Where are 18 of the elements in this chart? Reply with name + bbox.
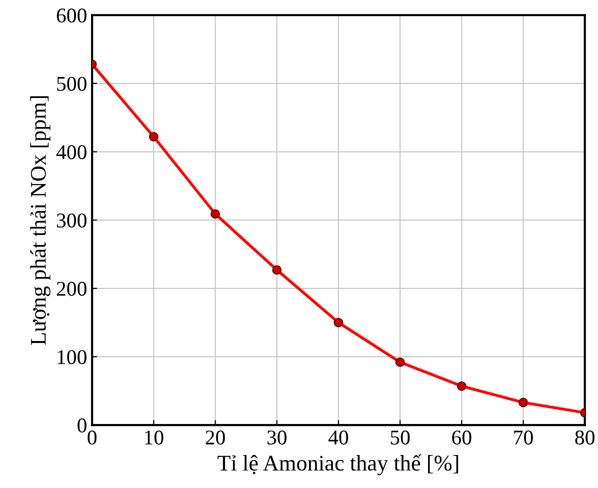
x-tick-label: 70: [514, 430, 533, 445]
y-tick-label: 200: [56, 282, 86, 296]
y-axis-title: Lượng phát thải NOx [ppm]: [30, 96, 50, 345]
x-tick-label: 40: [328, 430, 348, 445]
x-axis-title: Tỉ lệ Amoniac thay thế [%]: [218, 454, 458, 476]
x-tick-label: 50: [390, 430, 410, 445]
x-tick-label: 0: [88, 430, 97, 445]
y-tick-label: 500: [57, 76, 86, 91]
y-tick-label: 0: [78, 418, 86, 432]
x-tick-label: 10: [145, 430, 164, 445]
x-tick-label: 30: [267, 430, 286, 445]
y-tick-label: 400: [56, 145, 86, 160]
y-tick-label: 100: [58, 350, 86, 364]
x-tick-label: 80: [575, 430, 594, 445]
y-tick-label: 600: [56, 8, 86, 23]
y-tick-label: 300: [56, 213, 86, 228]
x-tick-label: 60: [452, 430, 472, 445]
x-tick-label: 20: [206, 430, 225, 445]
